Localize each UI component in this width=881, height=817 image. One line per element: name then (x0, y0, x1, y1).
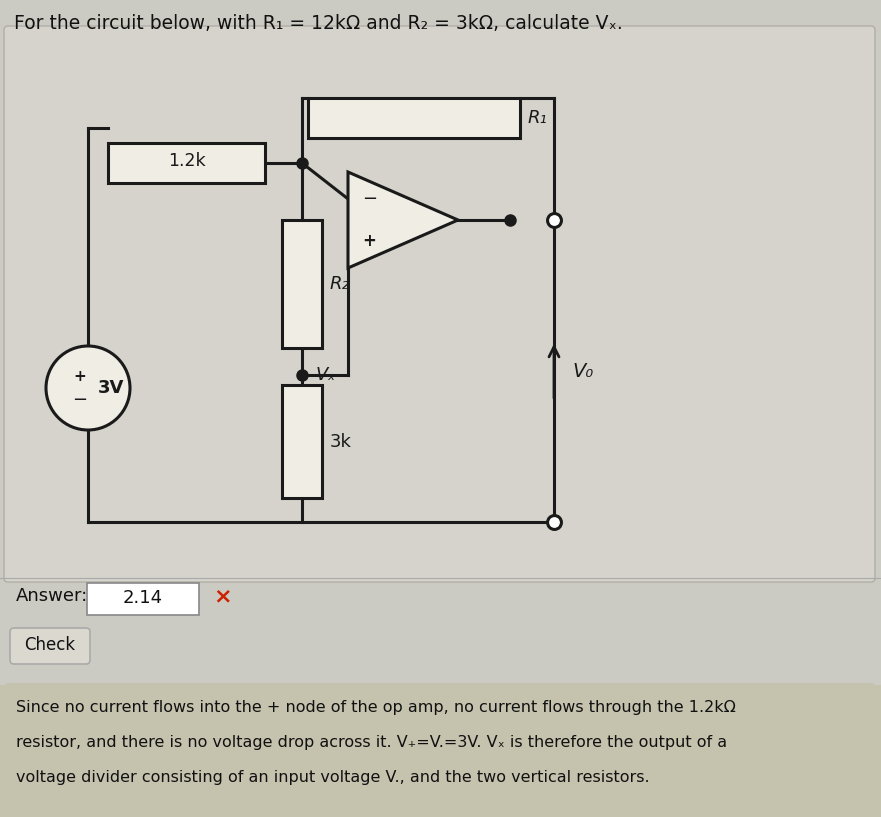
Text: −: − (72, 391, 87, 409)
Text: −: − (362, 190, 377, 208)
Text: voltage divider consisting of an input voltage V., and the two vertical resistor: voltage divider consisting of an input v… (16, 770, 649, 785)
Text: V₀: V₀ (572, 361, 593, 381)
FancyBboxPatch shape (87, 583, 199, 615)
Text: 2.14: 2.14 (123, 589, 163, 607)
Text: R₂: R₂ (330, 275, 350, 293)
Text: 3V: 3V (98, 379, 124, 397)
Text: +: + (362, 232, 376, 250)
Text: ×: × (213, 586, 232, 606)
Text: Answer:: Answer: (16, 587, 88, 605)
Text: For the circuit below, with R₁ = 12kΩ and R₂ = 3kΩ, calculate Vₓ.: For the circuit below, with R₁ = 12kΩ an… (14, 14, 623, 33)
Text: Vₓ: Vₓ (316, 366, 337, 384)
Bar (282, 220, 322, 348)
Bar (0, 685, 881, 817)
FancyBboxPatch shape (4, 26, 875, 582)
Text: Check: Check (25, 636, 76, 654)
Text: Since no current flows into the + node of the op amp, no current flows through t: Since no current flows into the + node o… (16, 700, 736, 715)
Text: R₁: R₁ (528, 109, 548, 127)
Polygon shape (348, 172, 458, 268)
Circle shape (46, 346, 130, 430)
Bar (308, 98, 520, 138)
Bar (282, 385, 322, 498)
FancyBboxPatch shape (10, 628, 90, 664)
Text: resistor, and there is no voltage drop across it. V₊=V.=3V. Vₓ is therefore the : resistor, and there is no voltage drop a… (16, 735, 727, 750)
Text: 1.2k: 1.2k (167, 152, 205, 170)
Text: +: + (74, 368, 86, 383)
Bar (108, 143, 265, 183)
FancyBboxPatch shape (4, 683, 875, 817)
Text: 3k: 3k (330, 432, 352, 450)
